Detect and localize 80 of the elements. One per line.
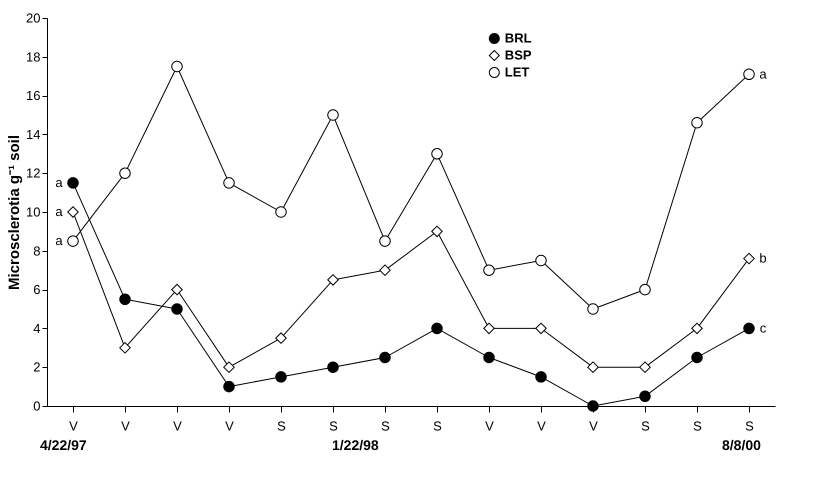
point bbox=[379, 235, 391, 247]
y-tick-label: 20 bbox=[26, 10, 40, 26]
x-tick-label: V bbox=[121, 418, 130, 434]
x-tick-label: V bbox=[69, 418, 78, 434]
point bbox=[379, 264, 391, 276]
point bbox=[639, 361, 651, 373]
y-tick-label: 14 bbox=[26, 126, 40, 142]
point bbox=[171, 284, 183, 296]
x-tick-label: S bbox=[381, 418, 390, 434]
point bbox=[275, 206, 287, 218]
x-tick-label: V bbox=[589, 418, 598, 434]
y-tick-label: 2 bbox=[33, 360, 40, 375]
x-tick-label: V bbox=[225, 418, 234, 434]
point bbox=[327, 361, 339, 373]
point bbox=[431, 148, 443, 160]
point bbox=[483, 352, 495, 364]
annotation: a bbox=[55, 174, 64, 190]
point bbox=[431, 322, 443, 334]
x-tick-label: S bbox=[745, 418, 754, 434]
point bbox=[67, 235, 79, 247]
point bbox=[223, 380, 235, 392]
y-tick-label: 18 bbox=[26, 49, 40, 64]
legend-label: LET bbox=[504, 64, 530, 80]
y-tick-label: 8 bbox=[33, 243, 40, 258]
y-tick-label: 6 bbox=[33, 282, 40, 298]
x-tick-label: S bbox=[693, 418, 702, 434]
point bbox=[275, 332, 287, 344]
y-tick-label: 12 bbox=[26, 166, 40, 181]
point bbox=[171, 60, 183, 72]
x-tick-label: V bbox=[485, 418, 494, 434]
point bbox=[327, 274, 339, 286]
point bbox=[639, 390, 651, 402]
point bbox=[535, 371, 547, 383]
point bbox=[431, 226, 443, 238]
annotation: b bbox=[759, 250, 767, 266]
x-tick-label: S bbox=[433, 418, 442, 434]
point bbox=[119, 167, 131, 179]
annotation: a bbox=[55, 204, 64, 219]
point bbox=[743, 252, 755, 264]
point bbox=[67, 177, 79, 189]
point bbox=[587, 361, 599, 373]
legend-label: BRL bbox=[504, 30, 532, 46]
text: 1/22/98 bbox=[332, 437, 379, 453]
text: 4/22/97 bbox=[40, 437, 87, 453]
point bbox=[119, 342, 131, 354]
point bbox=[223, 361, 235, 373]
x-tick-label: S bbox=[329, 418, 338, 434]
point bbox=[171, 303, 183, 315]
point bbox=[587, 303, 599, 315]
y-tick-label: 10 bbox=[26, 204, 40, 220]
y-tick-label: 4 bbox=[33, 320, 40, 336]
point bbox=[743, 322, 755, 334]
point bbox=[379, 352, 391, 364]
point bbox=[483, 264, 495, 276]
point bbox=[483, 322, 495, 334]
point bbox=[327, 109, 339, 121]
point bbox=[275, 371, 287, 383]
y-axis-title: Microsclerotia g⁻¹ soil bbox=[6, 134, 24, 290]
x-tick-label: V bbox=[537, 418, 546, 434]
annotation: a bbox=[55, 233, 64, 248]
y-tick-label: 0 bbox=[33, 398, 40, 414]
legend-label: BSP bbox=[504, 48, 532, 62]
point bbox=[691, 117, 703, 128]
annotation: c bbox=[760, 320, 767, 336]
point bbox=[67, 206, 79, 218]
point bbox=[691, 322, 703, 334]
text: 8/8/00 bbox=[722, 437, 761, 453]
point bbox=[535, 322, 547, 334]
x-tick-label: S bbox=[641, 418, 650, 434]
point bbox=[119, 294, 131, 306]
point bbox=[535, 254, 547, 266]
point bbox=[587, 400, 599, 412]
point bbox=[691, 352, 703, 364]
point bbox=[639, 284, 651, 296]
y-tick-label: 16 bbox=[26, 88, 40, 104]
annotation: a bbox=[759, 66, 768, 82]
point bbox=[743, 68, 755, 80]
point bbox=[223, 177, 235, 189]
x-tick-label: S bbox=[277, 418, 286, 434]
x-tick-label: V bbox=[173, 418, 182, 434]
